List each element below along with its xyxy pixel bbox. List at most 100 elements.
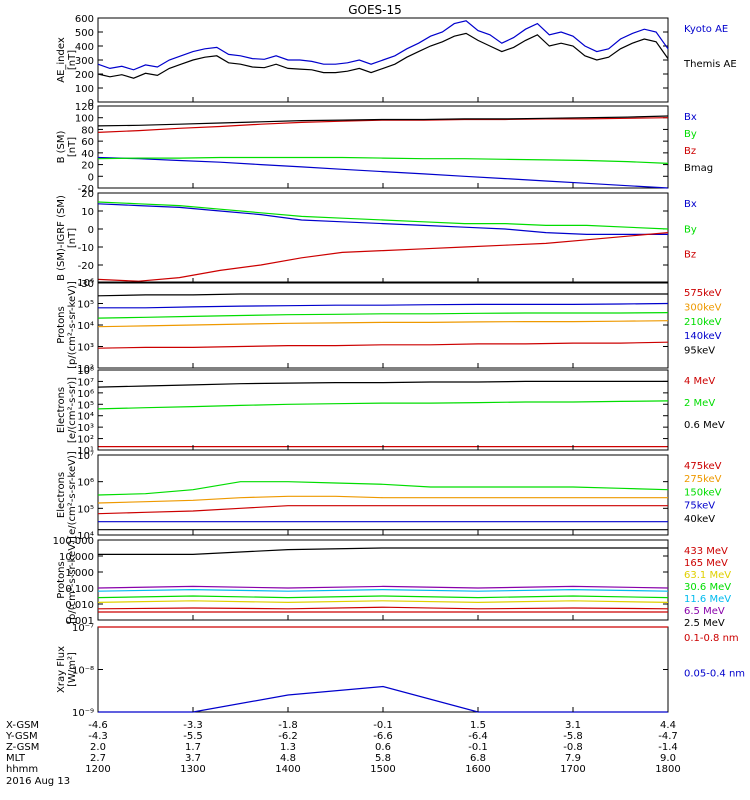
legend-label: 300keV — [684, 302, 722, 313]
y-tick-label: -30 — [78, 279, 94, 290]
y-axis-label-line: Protons — [56, 306, 67, 343]
y-axis-label-line: Electrons — [56, 387, 67, 433]
footer-value: 1300 — [180, 764, 205, 775]
series-line-electrons1-1 — [97, 400, 669, 410]
panel-frame — [97, 626, 669, 713]
y-tick-label: 10⁻⁷ — [72, 623, 94, 634]
footer-value: 2.7 — [90, 753, 106, 764]
y-axis-label: Xray Flux[W/m²] — [56, 646, 78, 693]
footer-value: -1.8 — [278, 720, 298, 731]
legend-label: 75keV — [684, 501, 715, 512]
y-tick-label: 0.010 — [65, 600, 94, 611]
panel-ae: AE_index[nT] 0 100 200 300 400 500 600 Kyoto AE T… — [56, 14, 737, 109]
footer-row-label: X-GSM — [6, 720, 39, 731]
legend-label: 275keV — [684, 474, 722, 485]
series-line-electrons1-2 — [97, 380, 668, 388]
footer-value: 5.8 — [375, 753, 391, 764]
y-tick-label: 0 — [88, 225, 94, 236]
series-line-b-3 — [97, 115, 669, 127]
legend-label: 210keV — [684, 317, 722, 328]
y-tick-label: 0 — [88, 98, 94, 109]
y-tick-label: 10³ — [77, 423, 94, 434]
footer-row-label: hhmm — [6, 764, 38, 775]
y-tick-label: 10⁸ — [77, 366, 94, 377]
footer-value: 1800 — [655, 764, 680, 775]
footer-value: -6.6 — [373, 731, 393, 742]
legend-label: Bz — [684, 250, 696, 261]
legend-label: Bx — [684, 112, 697, 123]
y-axis-label: B (SM)[nT] — [56, 130, 78, 163]
y-axis-label-line: [e/(cm²-s-sr-keV)] — [67, 451, 78, 539]
series-line-ae-1 — [97, 32, 669, 79]
y-tick-label: 500 — [75, 28, 94, 39]
y-tick-label: 10³ — [77, 343, 94, 354]
panel-protons: Protons[p/(cm²-s-sr-keV)]10² 10³ 10⁴ 10⁵ 10⁶… — [56, 278, 722, 375]
footer-value: 3.7 — [185, 753, 201, 764]
legend-label: Themis AE — [683, 59, 737, 70]
series-line-electrons2-0 — [97, 505, 668, 515]
footer-value: -4.3 — [88, 731, 108, 742]
footer-value: -3.3 — [183, 720, 203, 731]
series-line-protons2-0 — [97, 606, 669, 610]
y-tick-label: 20 — [81, 161, 94, 172]
y-tick-label: -10 — [78, 243, 94, 254]
y-axis-label: Electrons[e/(cm²-s-sr-keV)] — [56, 451, 78, 539]
series-line-protons-3 — [98, 302, 669, 309]
footer-value: -4.6 — [88, 720, 108, 731]
legend-label: Bz — [684, 146, 696, 157]
footer: X-GSM -4.6 -3.3 -1.8 -0.1 1.5 3.1 4.4 Y-GSM -4.3 -… — [5, 720, 681, 787]
legend-label: Kyoto AE — [684, 24, 728, 35]
panel-electrons1: Electrons[e/(cm²-s-sr)]10¹10²10³10⁴10⁵10… — [56, 366, 725, 457]
footer-value: -6.2 — [278, 731, 298, 742]
y-tick-label: 0.100 — [65, 584, 94, 595]
y-tick-label: 0.001 — [65, 616, 94, 627]
y-tick-label: 10⁵ — [77, 504, 94, 515]
y-axis-label-line: B (SM) — [56, 130, 67, 163]
y-tick-label: 100 — [75, 84, 94, 95]
footer-value: 1700 — [560, 764, 585, 775]
y-tick-label: 10⁻⁸ — [72, 666, 94, 677]
legend-label: Bmag — [684, 163, 713, 174]
y-tick-label: 10 — [81, 207, 94, 218]
footer-row-label: MLT — [6, 753, 26, 764]
series-line-protons-2 — [97, 312, 669, 319]
y-tick-label: -20 — [78, 184, 94, 195]
y-tick-label: 40 — [81, 149, 94, 160]
footer-value: -1.4 — [658, 742, 678, 753]
y-axis-label-line: [nT] — [67, 137, 78, 157]
series-line-protons-1 — [97, 320, 669, 328]
y-axis-label-line: [e/(cm²-s-sr)] — [67, 377, 78, 443]
y-tick-label: 10² — [77, 435, 94, 446]
footer-value: -6.4 — [468, 731, 488, 742]
legend-label: 40keV — [684, 514, 715, 525]
y-axis-label: Protons[p/(cm²-s-sr-keV)] — [56, 281, 78, 369]
y-axis-label: AE_index[nT] — [56, 37, 78, 83]
y-axis-label-line: B (SM)-IGRF (SM) — [56, 195, 67, 281]
series-line-protons2-2 — [97, 600, 669, 604]
legend-label: 150keV — [684, 487, 722, 498]
footer-row-label: Z-GSM — [6, 742, 39, 753]
y-axis-label-line: [nT] — [67, 228, 78, 248]
footer-value: 6.8 — [470, 753, 486, 764]
legend-label: 475keV — [684, 461, 722, 472]
legend-label: 0.05-0.4 nm — [684, 669, 745, 680]
y-axis-label-line: [p/(cm²-s-sr-keV)] — [67, 536, 78, 624]
footer-value: 1200 — [85, 764, 110, 775]
y-tick-label: 10.000 — [59, 552, 94, 563]
footer-value: 3.1 — [565, 720, 581, 731]
y-axis-label-line: [p/(cm²-s-sr-keV)] — [67, 281, 78, 369]
legend-label: 63.1 MeV — [684, 570, 731, 581]
series-line-b-0 — [97, 156, 669, 189]
panel-xray: Xray Flux[W/m²] 10⁻⁹ 10⁻⁸ 10⁻⁷ 0.1-0.8 nm 0.0… — [56, 623, 745, 719]
y-tick-label: 10⁶ — [77, 278, 94, 289]
chart-title: GOES-15 — [348, 3, 402, 17]
series-line-electrons2-2 — [97, 481, 669, 496]
footer-value: 4.4 — [660, 720, 676, 731]
y-tick-label: 10⁵ — [77, 400, 94, 411]
y-tick-label: 10⁻⁹ — [72, 708, 94, 719]
y-tick-label: 10⁴ — [77, 412, 94, 423]
footer-value: 1.3 — [280, 742, 296, 753]
